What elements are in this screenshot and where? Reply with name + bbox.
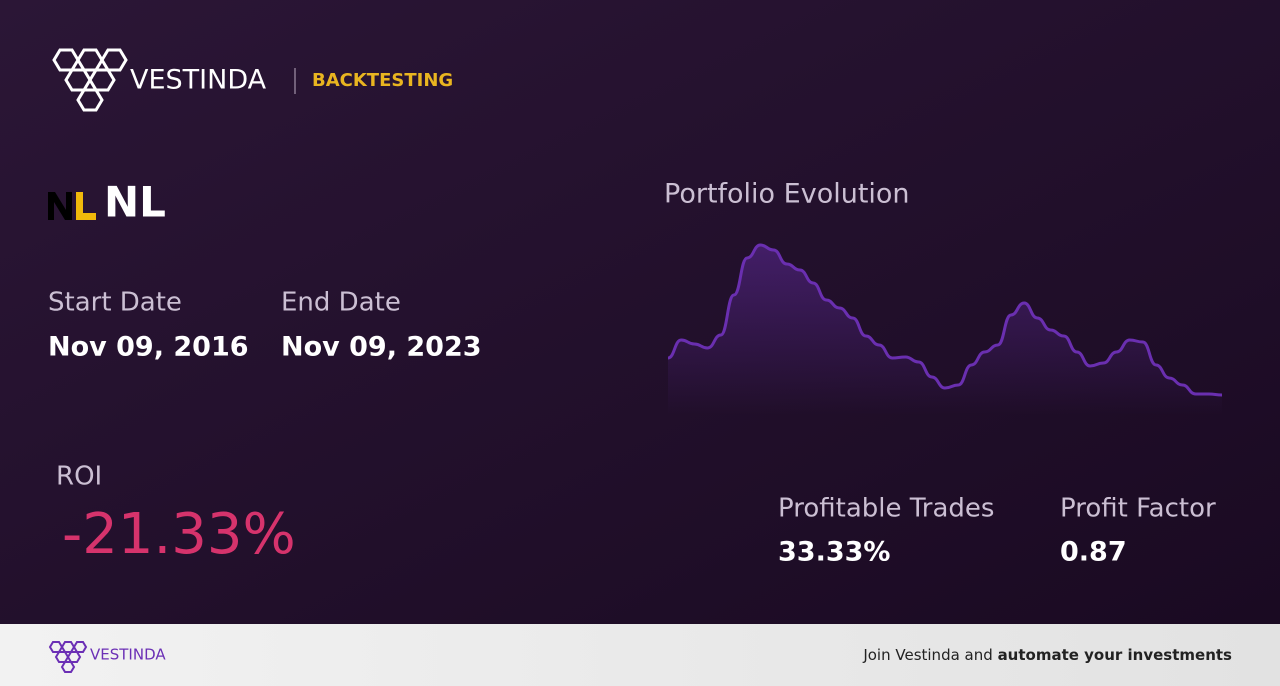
footer: [0, 624, 1280, 686]
line: [667, 243, 1223, 397]
end-date-label: End Date: [281, 288, 401, 318]
footer-logo: [48, 641, 88, 673]
ticker: NL: [104, 178, 166, 227]
profit-factor-label: Profit Factor: [1060, 494, 1216, 524]
start-date-label: Start Date: [48, 288, 182, 318]
footer-brand: VESTINDA: [90, 646, 166, 664]
area: [668, 245, 1222, 415]
background: [0, 0, 1280, 624]
cta-bold: automate your investments: [998, 646, 1232, 664]
start-date: Nov 09, 2016: [48, 332, 249, 363]
roi-label: ROI: [56, 462, 102, 492]
end-date: Nov 09, 2023: [281, 332, 482, 363]
chart-title: Portfolio Evolution: [664, 179, 910, 210]
brand-logo: [52, 48, 128, 112]
section: BACKTESTING: [312, 70, 453, 91]
brand: VESTINDA: [130, 65, 267, 96]
asset-logo: [48, 192, 96, 220]
cta-text: Join Vestinda and: [862, 646, 992, 664]
footer-cta: Join Vestinda and automate your investme…: [862, 646, 1232, 664]
profitable-trades-label: Profitable Trades: [778, 494, 994, 524]
roi-value: -21.33%: [62, 502, 296, 567]
profitable-trades: 33.33%: [778, 537, 890, 568]
chart: [667, 243, 1223, 415]
profit-factor: 0.87: [1060, 537, 1127, 568]
